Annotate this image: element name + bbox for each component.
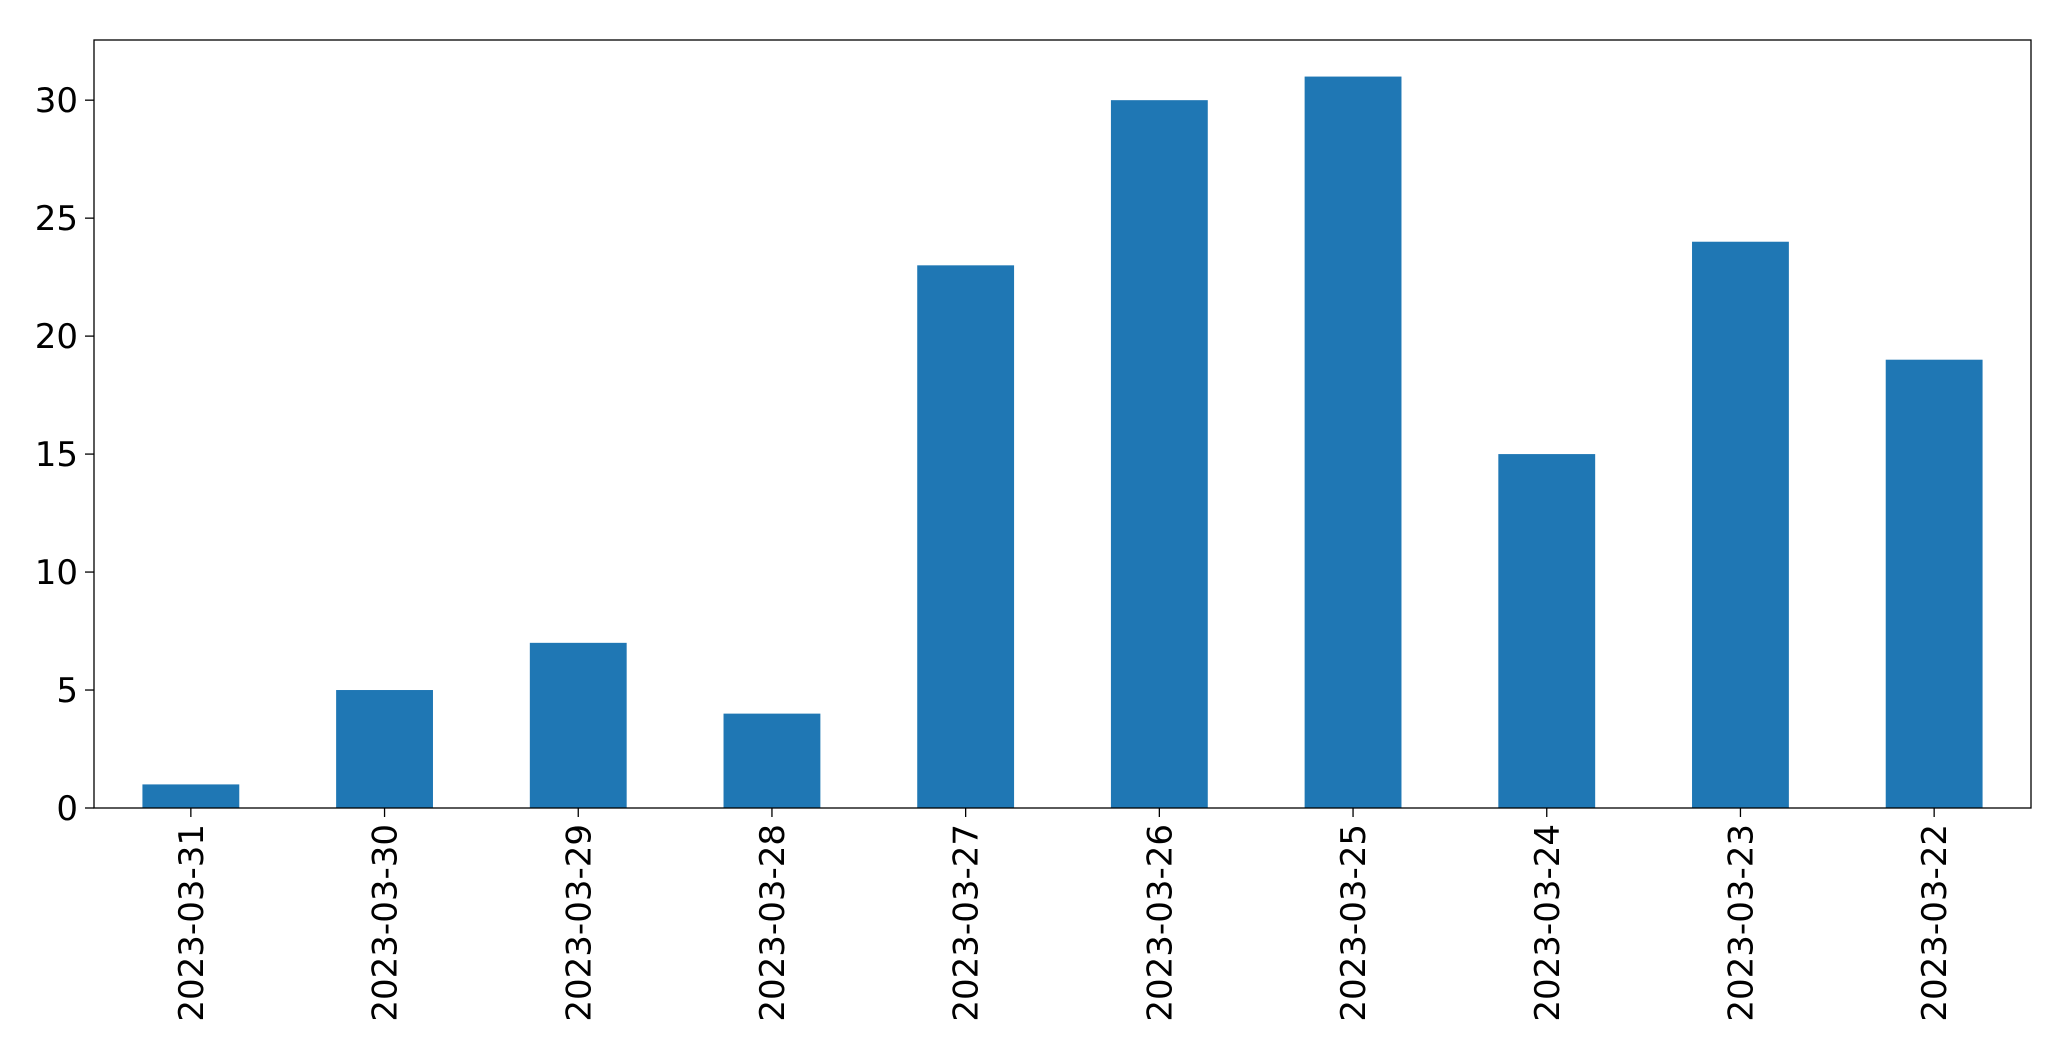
bar: [336, 690, 433, 808]
bar: [1498, 454, 1596, 808]
x-tick-label: 2023-03-26: [1140, 824, 1180, 1022]
x-tick-label: 2023-03-29: [559, 824, 599, 1022]
bar: [142, 784, 240, 808]
y-tick-label: 30: [35, 81, 78, 121]
y-tick-label: 10: [35, 553, 78, 593]
bar: [1692, 241, 1789, 808]
x-tick-label: 2023-03-27: [947, 824, 987, 1022]
plot-frame: [93, 39, 2032, 809]
x-tick-label: 2023-03-23: [1721, 824, 1761, 1022]
x-tick-label: 2023-03-24: [1528, 824, 1568, 1022]
y-tick-label: 5: [56, 671, 78, 711]
bar: [1885, 359, 1983, 808]
bar: [529, 642, 627, 808]
x-tick-label: 2023-03-25: [1334, 824, 1374, 1022]
bar: [723, 713, 821, 808]
x-tick-label: 2023-03-22: [1915, 824, 1955, 1022]
bar: [1110, 100, 1208, 809]
bar: [1304, 76, 1402, 809]
y-tick-label: 15: [35, 435, 78, 475]
y-tick-label: 20: [35, 317, 78, 357]
y-tick-label: 0: [56, 789, 78, 829]
x-tick-label: 2023-03-30: [366, 824, 406, 1022]
x-tick-label: 2023-03-31: [172, 824, 212, 1022]
y-tick-label: 25: [35, 199, 78, 239]
bar: [917, 265, 1015, 809]
x-tick-label: 2023-03-28: [753, 824, 793, 1022]
